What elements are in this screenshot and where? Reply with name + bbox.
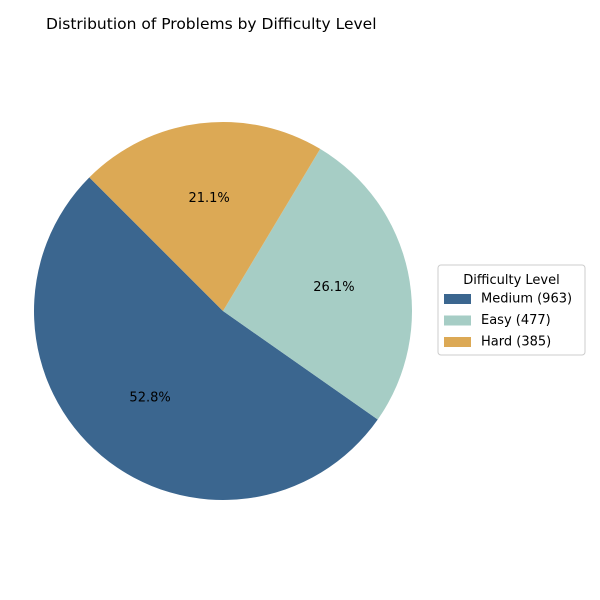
pie-percent-labels: 52.8% 26.1% 21.1% <box>129 191 354 405</box>
pie-percent-label-easy: 26.1% <box>313 280 354 295</box>
pie-slice-medium <box>33 177 378 501</box>
pie-percent-label-medium: 52.8% <box>129 390 170 405</box>
legend-label-easy: Easy (477) <box>481 313 551 328</box>
legend-swatch-easy <box>444 315 471 326</box>
legend-swatch-hard <box>444 337 471 347</box>
pie-percent-label-hard: 21.1% <box>188 191 229 206</box>
pie-slices <box>33 121 412 501</box>
legend-label-medium: Medium (963) <box>481 292 572 307</box>
pie-slice-hard <box>89 121 321 311</box>
legend-swatch-medium <box>444 294 471 304</box>
legend-label-hard: Hard (385) <box>481 335 551 350</box>
legend-title: Difficulty Level <box>463 273 559 288</box>
chart-title: Distribution of Problems by Difficulty L… <box>46 15 377 33</box>
pie-slice-easy <box>223 148 412 420</box>
legend: Difficulty Level Medium (963) Easy (477) H… <box>437 264 586 356</box>
legend-frame <box>437 264 586 356</box>
legend-items: Medium (963) Easy (477) Hard (385) <box>444 292 572 350</box>
